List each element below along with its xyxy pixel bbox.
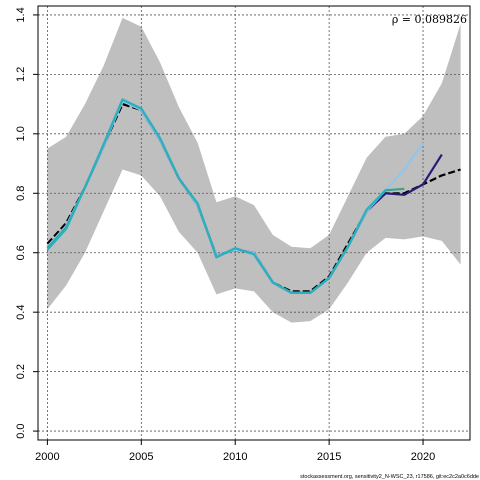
ticks-layer: 2000 2005 2010 2015 2020 0.0 0.2 0.4 0.6 0.8 1.0 1.… (15, 7, 435, 463)
y-tick-label: 0.4 (15, 305, 27, 320)
confidence-band (47, 17, 461, 323)
series-line-4 (46, 98, 387, 294)
x-tick-label: 2010 (223, 451, 247, 463)
y-tick-label: 1.2 (15, 67, 27, 82)
x-tick-label: 2015 (317, 451, 341, 463)
y-tick-label: 0.0 (15, 423, 27, 438)
footer-text: stockassessment.org, sensitivity2_N-WSC_… (300, 474, 479, 480)
y-tick-label: 0.6 (15, 245, 27, 260)
y-tick-label: 0.2 (15, 364, 27, 379)
y-tick-label: 1.4 (15, 7, 27, 22)
x-tick-label: 2005 (129, 451, 153, 463)
y-tick-label: 0.8 (15, 186, 27, 201)
x-tick-label: 2000 (35, 451, 59, 463)
rho-annotation: ρ = 0.089826 (392, 13, 467, 26)
confidence-band-layer (47, 17, 461, 323)
x-tick-label: 2020 (411, 451, 435, 463)
y-tick-label: 1.0 (15, 126, 27, 141)
series-layer (46, 98, 461, 294)
plot-frame (37, 5, 471, 441)
